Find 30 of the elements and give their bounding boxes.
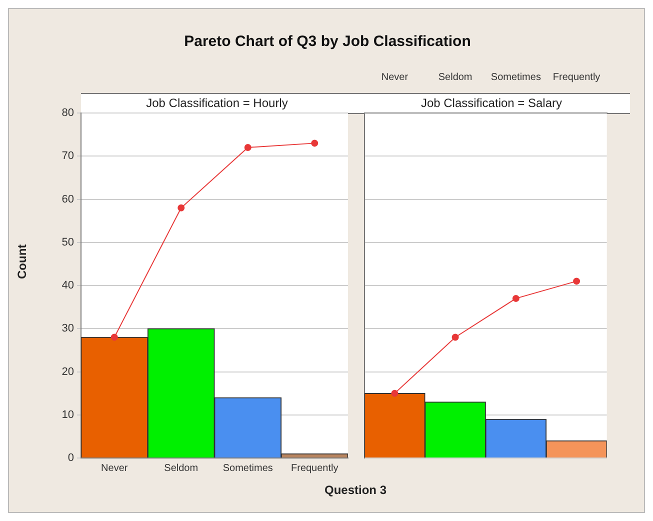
chart-subtitle: Job Classification = Salary xyxy=(353,93,630,114)
x-tick-label: Frequently xyxy=(291,462,338,474)
y-tick-label: 60 xyxy=(62,193,74,206)
x-tick-label: Seldom xyxy=(438,72,472,83)
x-tick-label: Never xyxy=(381,72,409,83)
point xyxy=(452,334,459,341)
x-tick-label: Sometimes xyxy=(222,462,273,474)
point xyxy=(110,334,118,341)
y-tick-label: 70 xyxy=(62,150,74,162)
y-axis-title: Count xyxy=(15,244,29,279)
x-tick-label: Sometimes xyxy=(490,72,541,83)
point xyxy=(244,144,252,151)
point xyxy=(178,204,185,212)
y-tick-label: 30 xyxy=(62,322,74,335)
y-tick-label: 10 xyxy=(62,408,74,421)
y-tick-label: 80 xyxy=(62,107,74,120)
x-tick-label: Never xyxy=(101,462,128,474)
x-axis-title: Question 3 xyxy=(323,483,388,497)
point xyxy=(311,140,318,147)
point xyxy=(391,390,398,397)
y-tick-label: 0 xyxy=(68,452,74,464)
point xyxy=(573,278,580,285)
y-tick-label: 20 xyxy=(62,366,74,378)
chart-subtitle: Job Classification = Hourly xyxy=(81,93,353,114)
x-tick-label: Seldom xyxy=(164,462,198,474)
y-tick-label: 40 xyxy=(62,280,74,292)
x-tick-label: Frequently xyxy=(552,72,600,83)
point xyxy=(512,294,520,302)
y-tick-label: 50 xyxy=(62,236,74,248)
chart-title: Pareto Chart of Q3 by Job Classification xyxy=(183,33,472,50)
